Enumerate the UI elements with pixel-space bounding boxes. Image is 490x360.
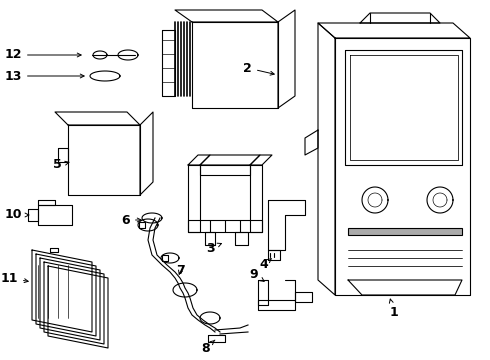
Text: 9: 9 xyxy=(249,267,264,282)
Polygon shape xyxy=(348,228,462,235)
Text: 7: 7 xyxy=(176,264,185,276)
Text: 1: 1 xyxy=(389,299,398,319)
Text: 6: 6 xyxy=(122,213,141,226)
Text: 10: 10 xyxy=(4,208,29,221)
Text: 2: 2 xyxy=(243,62,274,75)
Text: 11: 11 xyxy=(0,271,28,284)
Text: 13: 13 xyxy=(4,69,84,82)
Text: 4: 4 xyxy=(259,258,271,271)
Text: 12: 12 xyxy=(4,49,81,62)
Text: 8: 8 xyxy=(201,340,215,355)
Text: 3: 3 xyxy=(206,242,221,255)
Text: 5: 5 xyxy=(53,158,69,171)
